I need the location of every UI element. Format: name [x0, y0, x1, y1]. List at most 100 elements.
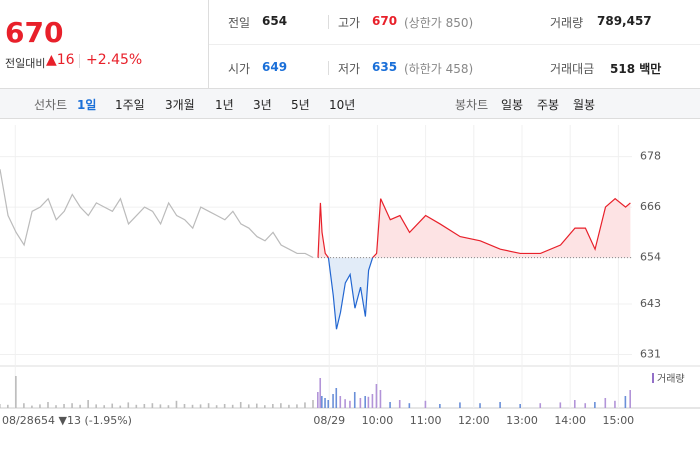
volume-bar: [614, 400, 616, 408]
volume-bar: [339, 396, 342, 408]
volume-bar: [364, 396, 366, 408]
volume-bar: [199, 404, 202, 408]
volume-bar: [167, 405, 170, 408]
chart: 631 643 654 666 678 08/28 08/29 10:00 11:00 12:00…: [0, 125, 700, 427]
volume-bar: [371, 394, 374, 408]
volume-bar: [127, 402, 130, 408]
stat-value: 789,457: [597, 14, 652, 28]
y-tick-label: 643: [640, 297, 661, 310]
volume-bar: [143, 404, 146, 408]
period-button[interactable]: 1년: [215, 98, 234, 112]
volume-bar: [389, 402, 391, 408]
volume-bar: [594, 402, 596, 408]
toolbar: [0, 89, 700, 119]
volume-bar: [55, 405, 57, 408]
divider: [328, 15, 329, 29]
volume-bar: [247, 404, 250, 408]
volume-bar: [296, 404, 298, 408]
volume-bar: [312, 400, 314, 408]
candle-button[interactable]: 주봉: [537, 98, 560, 112]
period-button[interactable]: 3년: [253, 98, 272, 112]
volume-bar: [519, 404, 521, 408]
y-tick-label: 654: [640, 251, 661, 264]
volume-bar: [79, 404, 81, 408]
volume-bar: [459, 402, 461, 408]
change-label: 전일대비: [5, 57, 46, 70]
stat-value: 518 백만: [610, 62, 662, 76]
volume-bar: [353, 392, 356, 408]
candle-button[interactable]: 월봉: [573, 98, 596, 112]
stat-value: 649: [262, 60, 288, 74]
volume-bar: [332, 394, 334, 408]
volume-bar: [39, 404, 41, 408]
volume-bar: [424, 400, 427, 408]
y-tick-label: 678: [640, 150, 661, 163]
volume-bar: [23, 403, 25, 408]
volume-bar: [499, 402, 501, 408]
period-button[interactable]: 1주일: [115, 98, 145, 112]
period-button[interactable]: 3개월: [165, 98, 195, 112]
volume-bar: [239, 402, 242, 408]
stat-label: 거래량: [550, 16, 584, 30]
line-down: [317, 257, 374, 330]
volume-bar: [629, 390, 631, 408]
volume-bar: [103, 405, 105, 408]
stat-note: (하한가 458): [404, 62, 474, 76]
volume-bar: [231, 404, 234, 408]
stat-value: 635: [372, 60, 398, 74]
line-up: [317, 197, 631, 258]
stat-label: 전일: [228, 16, 251, 30]
x-tick-label: 12:00: [458, 414, 490, 427]
candle-button[interactable]: 일봉: [501, 98, 524, 112]
volume-bar: [207, 403, 210, 408]
y-tick-label: 666: [640, 200, 661, 213]
divider: [328, 61, 329, 75]
volume-bar: [349, 400, 351, 408]
period-button[interactable]: 10년: [329, 98, 356, 112]
toolbar-label: 봉차트: [455, 98, 489, 112]
x-tick-label: 11:00: [410, 414, 442, 427]
volume-bar: [151, 403, 154, 408]
header: [0, 0, 700, 89]
change: ▲16: [46, 52, 75, 68]
prev-summary: 654 ▼13 (-1.95%): [34, 414, 132, 427]
price: 670: [5, 16, 64, 49]
stat-note: (상한가 850): [404, 16, 474, 30]
volume-bar: [584, 403, 587, 408]
volume-bar: [319, 378, 322, 408]
volume-bar: [215, 405, 218, 408]
volume-bar: [375, 384, 378, 408]
volume-bar: [327, 400, 330, 408]
volume-bar: [255, 403, 258, 408]
stat-label: 시가: [228, 62, 251, 76]
volume-bar: [175, 400, 178, 408]
volume-bar: [119, 405, 122, 408]
volume-bar: [559, 402, 562, 408]
volume-bar: [183, 404, 186, 408]
volume-bar: [135, 404, 138, 408]
volume-bar: [539, 403, 542, 408]
legend-swatch: [652, 373, 654, 383]
period-button[interactable]: 5년: [291, 98, 310, 112]
volume-bar: [47, 402, 49, 408]
volume-bar: [264, 405, 266, 408]
stat-label: 저가: [338, 62, 361, 76]
stat-label: 거래대금: [550, 62, 595, 76]
y-tick-label: 631: [640, 347, 661, 360]
volume-bar: [288, 404, 290, 408]
volume-bar: [439, 404, 441, 408]
volume-bar: [191, 404, 194, 408]
period-button[interactable]: 1일: [77, 98, 97, 112]
volume-bar: [573, 400, 576, 408]
legend-label: 거래량: [657, 373, 685, 385]
x-tick-label: 08/29: [313, 414, 345, 427]
x-tick-label: 14:00: [554, 414, 586, 427]
volume-bar: [87, 400, 89, 408]
volume-bar: [408, 403, 411, 408]
volume-bar: [624, 396, 627, 408]
volume-bar: [95, 404, 97, 408]
volume-bar: [304, 402, 306, 408]
volume-bar: [324, 398, 326, 408]
change-rate: +2.45%: [86, 52, 143, 68]
